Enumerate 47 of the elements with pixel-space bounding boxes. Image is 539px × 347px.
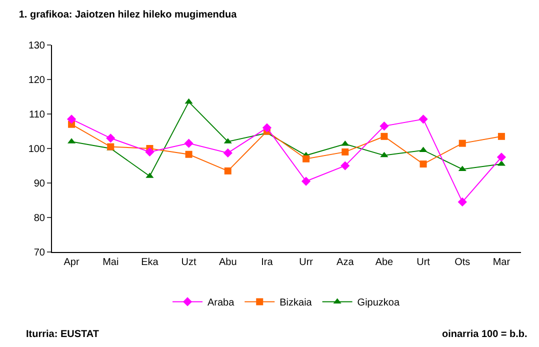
x-tick-label: Urt xyxy=(416,257,430,268)
legend-label: Bizkaia xyxy=(280,298,312,309)
point xyxy=(380,152,388,158)
x-tick-label: Abu xyxy=(218,257,237,268)
x-tick-label: Mai xyxy=(102,257,119,268)
x-tick-label: Urr xyxy=(299,257,314,268)
legend-label: Araba xyxy=(208,298,235,309)
x-tick-label: Mar xyxy=(492,257,511,268)
point xyxy=(262,123,272,132)
point xyxy=(458,140,466,147)
point xyxy=(184,138,194,148)
x-tick-label: Aza xyxy=(336,257,354,268)
y-tick-label: 80 xyxy=(34,213,46,224)
point xyxy=(301,176,311,186)
chart-title: 1. grafikoa: Jaiotzen hilez hileko mugimendua xyxy=(18,9,238,20)
point xyxy=(145,147,154,156)
x-tick-label: Eka xyxy=(141,257,159,268)
point xyxy=(380,122,389,131)
point xyxy=(302,155,310,162)
point xyxy=(458,197,467,207)
point xyxy=(380,132,388,140)
point xyxy=(496,152,506,162)
y-tick-label: 70 xyxy=(34,248,46,258)
y-tick-label: 120 xyxy=(28,75,46,86)
point xyxy=(420,160,427,168)
point xyxy=(342,148,349,156)
x-tick-label: Apr xyxy=(64,257,80,268)
x-tick-label: Uzt xyxy=(181,257,197,268)
point xyxy=(224,167,232,174)
point xyxy=(185,150,192,158)
text: Iturria: EUSTAT xyxy=(26,329,99,340)
x-tick-label: Abe xyxy=(375,257,394,268)
point xyxy=(418,114,428,124)
point xyxy=(340,161,350,170)
text: oinarria 100 = b.b. xyxy=(442,329,528,340)
x-tick-label: Ots xyxy=(454,257,470,268)
legend-label: Gipuzkoa xyxy=(357,298,400,309)
y-tick-label: 130 xyxy=(28,40,46,52)
y-tick-label: 100 xyxy=(28,144,46,155)
point xyxy=(498,132,505,140)
point xyxy=(106,134,116,143)
y-tick-label: 110 xyxy=(29,110,46,120)
point xyxy=(223,148,232,158)
x-tick-label: Ira xyxy=(261,257,274,268)
y-tick-label: 90 xyxy=(34,178,46,190)
point xyxy=(66,114,76,124)
point xyxy=(184,98,193,104)
